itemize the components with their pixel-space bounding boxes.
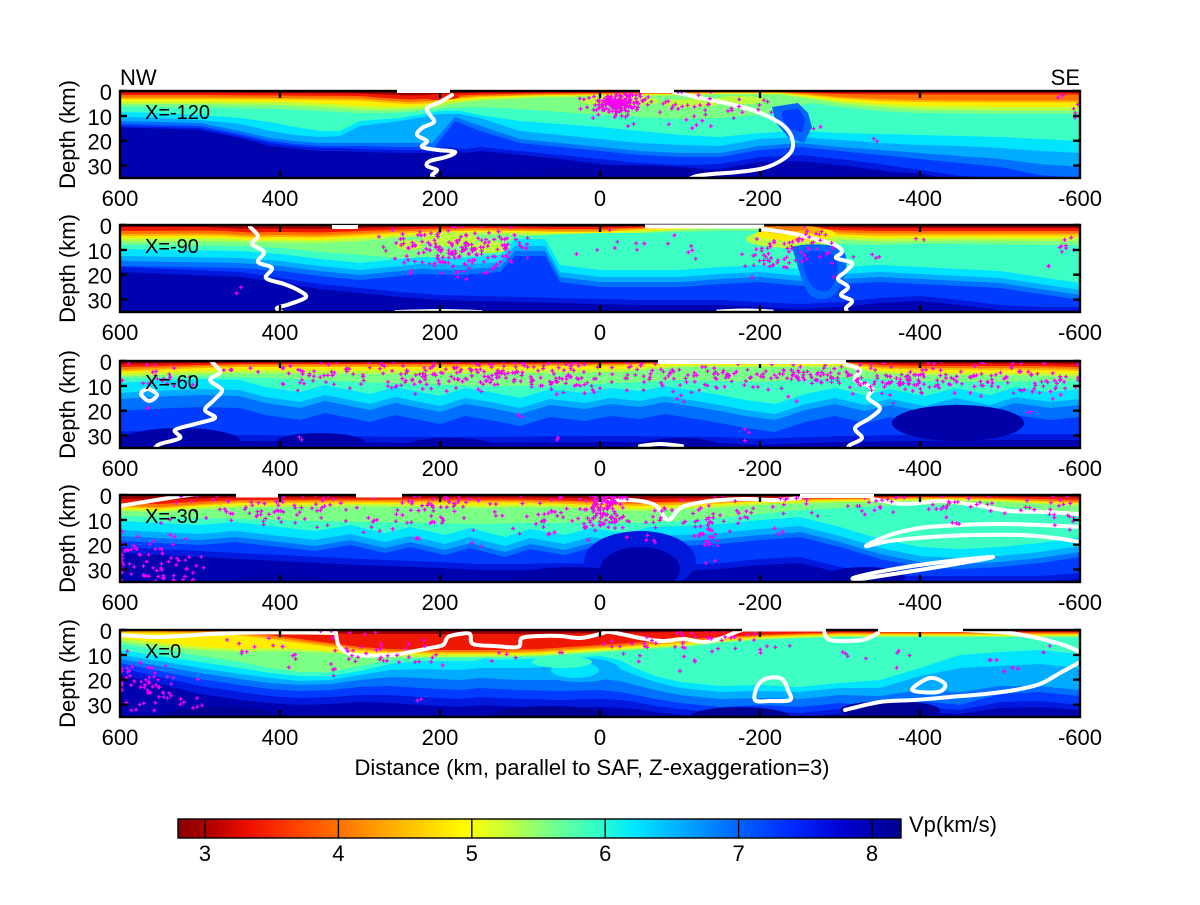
svg-text:3: 3 [199, 841, 211, 866]
svg-text:-200: -200 [738, 320, 782, 345]
svg-text:30: 30 [88, 425, 112, 450]
svg-text:SE: SE [1051, 65, 1080, 90]
svg-text:20: 20 [88, 669, 112, 694]
svg-text:-400: -400 [898, 186, 942, 211]
svg-text:20: 20 [88, 130, 112, 155]
svg-text:-200: -200 [738, 186, 782, 211]
svg-text:Depth (km): Depth (km) [55, 484, 80, 593]
svg-text:-400: -400 [898, 320, 942, 345]
svg-text:X=-120: X=-120 [145, 102, 210, 124]
svg-text:200: 200 [422, 590, 459, 615]
svg-text:-400: -400 [898, 590, 942, 615]
svg-text:10: 10 [88, 375, 112, 400]
svg-text:0: 0 [594, 186, 606, 211]
svg-text:400: 400 [262, 186, 299, 211]
svg-text:Depth (km): Depth (km) [55, 214, 80, 323]
svg-text:5: 5 [466, 841, 478, 866]
svg-text:400: 400 [262, 456, 299, 481]
svg-text:400: 400 [262, 725, 299, 750]
svg-text:-600: -600 [1058, 725, 1102, 750]
svg-text:X=0: X=0 [145, 641, 181, 663]
svg-text:0: 0 [100, 214, 112, 239]
svg-text:0: 0 [594, 590, 606, 615]
svg-text:600: 600 [102, 320, 139, 345]
svg-text:30: 30 [88, 559, 112, 584]
svg-text:Vp(km/s): Vp(km/s) [909, 812, 997, 837]
svg-text:10: 10 [88, 509, 112, 534]
svg-text:-600: -600 [1058, 590, 1102, 615]
svg-text:-600: -600 [1058, 456, 1102, 481]
svg-text:X=-90: X=-90 [145, 236, 199, 258]
svg-text:8: 8 [866, 841, 878, 866]
svg-text:10: 10 [88, 239, 112, 264]
svg-text:20: 20 [88, 264, 112, 289]
svg-text:0: 0 [594, 725, 606, 750]
svg-text:NW: NW [120, 65, 157, 90]
svg-text:7: 7 [732, 841, 744, 866]
svg-text:-200: -200 [738, 725, 782, 750]
svg-text:Depth (km): Depth (km) [55, 80, 80, 189]
svg-text:-400: -400 [898, 456, 942, 481]
svg-text:200: 200 [422, 725, 459, 750]
svg-text:-600: -600 [1058, 186, 1102, 211]
svg-text:0: 0 [100, 484, 112, 509]
svg-text:0: 0 [100, 619, 112, 644]
svg-text:600: 600 [102, 590, 139, 615]
svg-text:0: 0 [100, 80, 112, 105]
svg-text:600: 600 [102, 456, 139, 481]
svg-text:6: 6 [599, 841, 611, 866]
svg-text:-200: -200 [738, 456, 782, 481]
svg-text:Depth (km): Depth (km) [55, 619, 80, 728]
svg-text:200: 200 [422, 186, 459, 211]
svg-text:400: 400 [262, 320, 299, 345]
svg-text:600: 600 [102, 725, 139, 750]
svg-text:-400: -400 [898, 725, 942, 750]
svg-text:0: 0 [594, 320, 606, 345]
svg-text:600: 600 [102, 186, 139, 211]
svg-text:X=-30: X=-30 [145, 506, 199, 528]
svg-text:10: 10 [88, 644, 112, 669]
svg-text:200: 200 [422, 456, 459, 481]
svg-text:20: 20 [88, 534, 112, 559]
svg-text:-200: -200 [738, 590, 782, 615]
svg-text:Distance (km, parallel to SAF,: Distance (km, parallel to SAF, Z-exagger… [354, 755, 829, 780]
svg-text:10: 10 [88, 105, 112, 130]
svg-text:4: 4 [332, 841, 344, 866]
svg-text:30: 30 [88, 289, 112, 314]
svg-text:400: 400 [262, 590, 299, 615]
svg-text:0: 0 [100, 350, 112, 375]
svg-text:-600: -600 [1058, 320, 1102, 345]
svg-text:Depth (km): Depth (km) [55, 350, 80, 459]
svg-text:0: 0 [594, 456, 606, 481]
svg-text:30: 30 [88, 694, 112, 719]
svg-text:X=-60: X=-60 [145, 372, 199, 394]
svg-text:200: 200 [422, 320, 459, 345]
svg-text:20: 20 [88, 400, 112, 425]
svg-text:30: 30 [88, 155, 112, 180]
